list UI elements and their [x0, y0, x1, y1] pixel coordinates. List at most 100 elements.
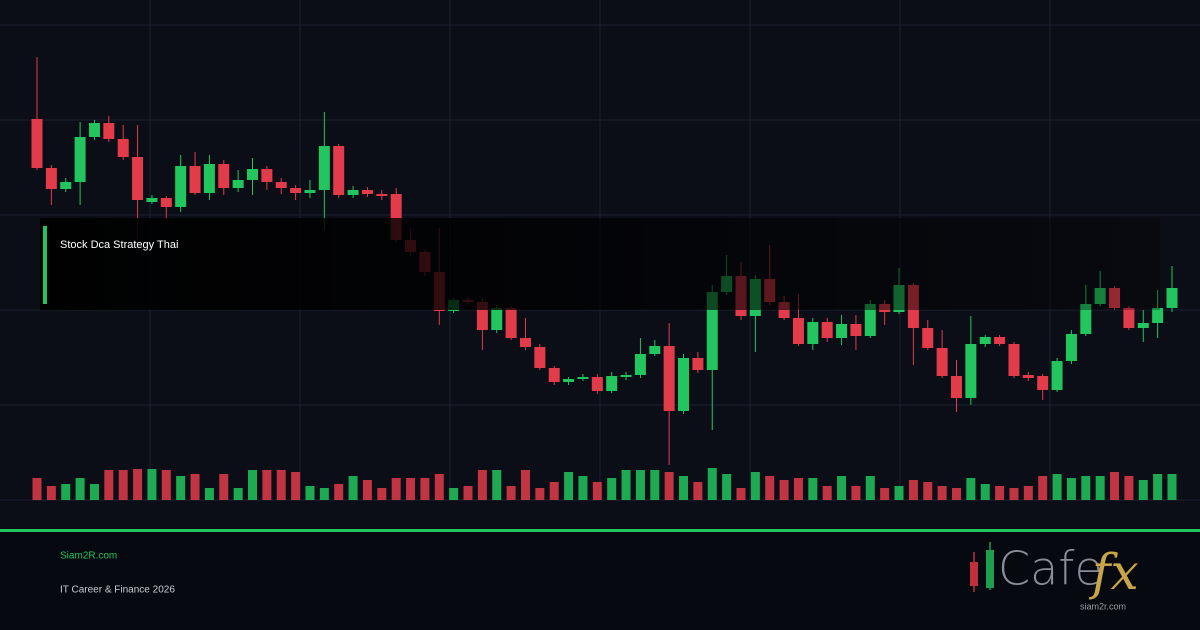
- candle-body: [821, 322, 833, 338]
- volume-bar: [951, 488, 961, 500]
- volume-bar: [463, 486, 473, 500]
- candle-body: [1137, 323, 1149, 328]
- volume-bar: [1124, 476, 1134, 500]
- candle-body: [247, 169, 259, 180]
- volume-bar: [377, 488, 387, 500]
- volume-bar: [765, 476, 775, 500]
- candle-body: [979, 337, 991, 344]
- volume-bar: [693, 482, 703, 500]
- volume-bar: [276, 470, 286, 500]
- footer-rule: [0, 529, 1200, 532]
- footer-tagline: IT Career & Finance 2026: [60, 585, 175, 596]
- candle-body: [936, 348, 948, 376]
- logo: Cafe fx siam2r.com: [970, 542, 1139, 611]
- volume-bar: [233, 488, 243, 500]
- volume-bar: [664, 472, 674, 500]
- candle-body: [864, 304, 876, 336]
- volume-bar: [980, 484, 990, 500]
- candle-body: [491, 308, 503, 330]
- candle-body: [836, 324, 848, 338]
- volume-bar: [966, 478, 976, 500]
- candle-body: [1065, 334, 1077, 361]
- volume-bar: [607, 478, 617, 500]
- candle-body: [390, 194, 402, 240]
- volume-bar: [1110, 472, 1120, 500]
- volume-bar: [1038, 476, 1048, 500]
- candle-body: [333, 146, 345, 195]
- candle-body: [103, 123, 115, 139]
- volume-bar: [190, 474, 200, 500]
- candle-body: [318, 146, 330, 190]
- volume-bar: [578, 476, 588, 500]
- volume-bar: [865, 476, 875, 500]
- candle-body: [45, 168, 57, 189]
- candle-body: [534, 347, 546, 368]
- volume-bar: [564, 472, 574, 500]
- volume-bar: [1081, 476, 1091, 500]
- volume-bar: [549, 482, 559, 500]
- candle-body: [548, 368, 560, 382]
- volume-bar: [118, 470, 128, 500]
- candle-body: [1022, 375, 1034, 378]
- candle-body: [807, 322, 819, 344]
- volume-bar: [621, 470, 631, 500]
- volume-bar: [75, 478, 85, 500]
- volume-bar: [391, 478, 401, 500]
- volume-bar: [736, 488, 746, 500]
- volume-bar: [1138, 480, 1148, 500]
- volume-bar: [1153, 474, 1163, 500]
- candle-body: [649, 346, 661, 354]
- volume-bar: [291, 472, 301, 500]
- volume-bar: [176, 476, 186, 500]
- candle-body: [361, 190, 373, 194]
- volume-bar: [434, 474, 444, 500]
- volume-bar: [1066, 478, 1076, 500]
- volume-bar: [880, 488, 890, 500]
- candle-body: [519, 338, 531, 347]
- candle-body: [290, 188, 302, 193]
- candle-body: [606, 376, 618, 391]
- volume-bar: [61, 484, 71, 500]
- candle-body: [505, 308, 517, 338]
- volume-bar: [89, 484, 99, 500]
- candle-body: [1051, 361, 1063, 390]
- volume-bar: [894, 486, 904, 500]
- volume-bar: [305, 486, 315, 500]
- volume-bar: [319, 488, 329, 500]
- volume-bar: [779, 480, 789, 500]
- volume-bar: [1095, 476, 1105, 500]
- overlay-box: [40, 218, 1160, 310]
- candle-body: [950, 376, 962, 398]
- candle-body: [792, 318, 804, 344]
- volume-bar: [592, 482, 602, 500]
- candle-body: [261, 169, 273, 182]
- candle-body: [663, 346, 675, 411]
- candle-body: [117, 139, 129, 157]
- volume-bar: [908, 480, 918, 500]
- overlay-title: Stock Dca Strategy Thai: [60, 239, 178, 251]
- candle-body: [160, 198, 172, 207]
- volume-bar: [1023, 486, 1033, 500]
- volume-bar: [161, 470, 171, 500]
- candle-body: [88, 123, 100, 137]
- candle-body: [706, 292, 718, 370]
- candle-body: [175, 166, 187, 207]
- footer-site: Siam2R.com: [60, 551, 117, 562]
- candle-body: [1152, 308, 1164, 323]
- candle-body: [476, 302, 488, 330]
- volume-bar: [477, 470, 487, 500]
- candle-body: [850, 324, 862, 336]
- candle-body: [146, 198, 158, 202]
- candle-body: [275, 182, 287, 188]
- volume-bar: [1052, 474, 1062, 500]
- volume-bar: [147, 469, 157, 500]
- logo-word: Cafe: [998, 542, 1103, 596]
- candle-body: [591, 377, 603, 391]
- candle-body: [692, 358, 704, 370]
- candle-body: [232, 180, 244, 188]
- candle-body: [1037, 376, 1049, 390]
- volume-bar: [923, 482, 933, 500]
- candle-body: [563, 379, 575, 382]
- candle-body: [1123, 308, 1135, 328]
